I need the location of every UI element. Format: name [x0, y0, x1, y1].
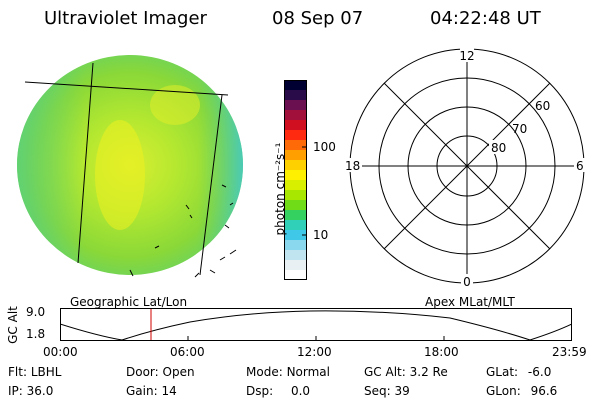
colorbar-segment — [284, 160, 307, 171]
info-glat: GLat: -6.0 — [486, 365, 552, 379]
time-tick-1200: 12:00 — [297, 345, 332, 359]
colorbar-segment — [284, 240, 307, 251]
mlt-label-12: 12 — [459, 49, 474, 63]
latitude-line — [24, 81, 229, 96]
info-glon: GLon: 96.6 — [486, 384, 558, 398]
info-ip: IP: 36.0 — [8, 384, 54, 398]
colorbar — [284, 80, 307, 280]
info-dsp: Dsp: 0.0 — [246, 384, 311, 398]
colorbar-segment — [284, 110, 307, 121]
altitude-axis-label: GC Alt — [6, 306, 20, 344]
colorbar-segment — [284, 80, 307, 91]
colorbar-tick-10: 10 — [313, 228, 329, 242]
colorbar-segment — [284, 170, 307, 181]
time-tick-0600: 06:00 — [170, 345, 205, 359]
time-tick-1800: 18:00 — [424, 345, 459, 359]
altitude-tick-low: 1.8 — [26, 327, 46, 341]
info-door: Door: Open — [126, 365, 195, 379]
lat-label-60: 60 — [535, 99, 550, 113]
info-mode: Mode: Normal — [246, 365, 330, 379]
lat-label-70: 70 — [512, 122, 527, 136]
info-gc-alt: GC Alt: 3.2 Re — [364, 365, 448, 379]
colorbar-unit-label: photon cm⁻²s⁻¹ — [273, 142, 287, 236]
colorbar-segment — [284, 220, 307, 231]
apex-subtitle: Apex MLat/MLT — [425, 295, 515, 309]
colorbar-segment — [284, 270, 307, 280]
colorbar-segment — [284, 260, 307, 271]
coastline — [129, 184, 237, 278]
colorbar-segment — [284, 130, 307, 141]
longitude-line — [77, 62, 94, 264]
colorbar-segment — [284, 230, 307, 241]
bright-band — [95, 120, 145, 230]
info-gain: Gain: 14 — [126, 384, 177, 398]
colorbar-segment — [284, 250, 307, 261]
colorbar-segment — [284, 180, 307, 191]
colorbar-segment — [284, 90, 307, 101]
colorbar-segment — [284, 120, 307, 131]
mlt-label-0: 0 — [463, 275, 471, 289]
lat-label-80: 80 — [491, 141, 506, 155]
time-label: 04:22:48 UT — [430, 8, 541, 29]
instrument-title: Ultraviolet Imager — [44, 8, 207, 29]
info-seq: Seq: 39 — [364, 384, 410, 398]
longitude-line — [199, 94, 223, 276]
mlt-diagonal — [383, 82, 551, 250]
altitude-tick-high: 9.0 — [26, 305, 46, 319]
colorbar-segment — [284, 100, 307, 111]
colorbar-tick-100: 100 — [313, 140, 336, 154]
bright-patch — [150, 85, 200, 125]
colorbar-segment — [284, 200, 307, 211]
time-tick-2359: 23:59 — [552, 345, 587, 359]
colorbar-segment — [284, 190, 307, 201]
info-flt: Flt: LBHL — [8, 365, 62, 379]
mlt-label-6: 6 — [576, 159, 584, 173]
colorbar-segment — [284, 140, 307, 151]
time-tick-0000: 00:00 — [43, 345, 78, 359]
polar-plot: 12 0 18 6 60 70 80 — [340, 48, 588, 289]
date-label: 08 Sep 07 — [272, 8, 364, 29]
mlt-label-18: 18 — [345, 159, 360, 173]
altitude-curve — [60, 310, 572, 341]
colorbar-segment — [284, 150, 307, 161]
colorbar-segment — [284, 210, 307, 221]
geographic-subtitle: Geographic Lat/Lon — [70, 295, 188, 309]
auroral-image — [17, 55, 243, 278]
altitude-plot — [60, 308, 572, 341]
